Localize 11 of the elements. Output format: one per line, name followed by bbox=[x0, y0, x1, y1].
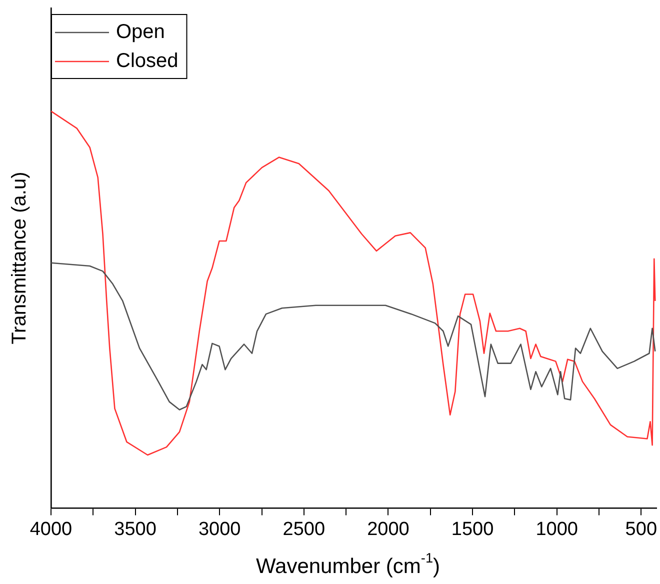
x-tick-label: 500 bbox=[625, 518, 657, 540]
legend-label: Closed bbox=[116, 50, 178, 72]
x-tick-label: 1000 bbox=[536, 518, 578, 540]
x-tick-label: 3000 bbox=[198, 518, 241, 540]
x-tick-label: 4000 bbox=[30, 518, 72, 540]
x-tick-label: 2500 bbox=[282, 518, 326, 540]
x-tick-label: 2000 bbox=[367, 518, 410, 540]
legend-label: Open bbox=[116, 21, 165, 44]
x-tick-label: 1500 bbox=[451, 518, 494, 540]
x-tick-label: 3500 bbox=[114, 518, 156, 540]
y-axis-title: Transmittance (a.u) bbox=[8, 172, 31, 344]
